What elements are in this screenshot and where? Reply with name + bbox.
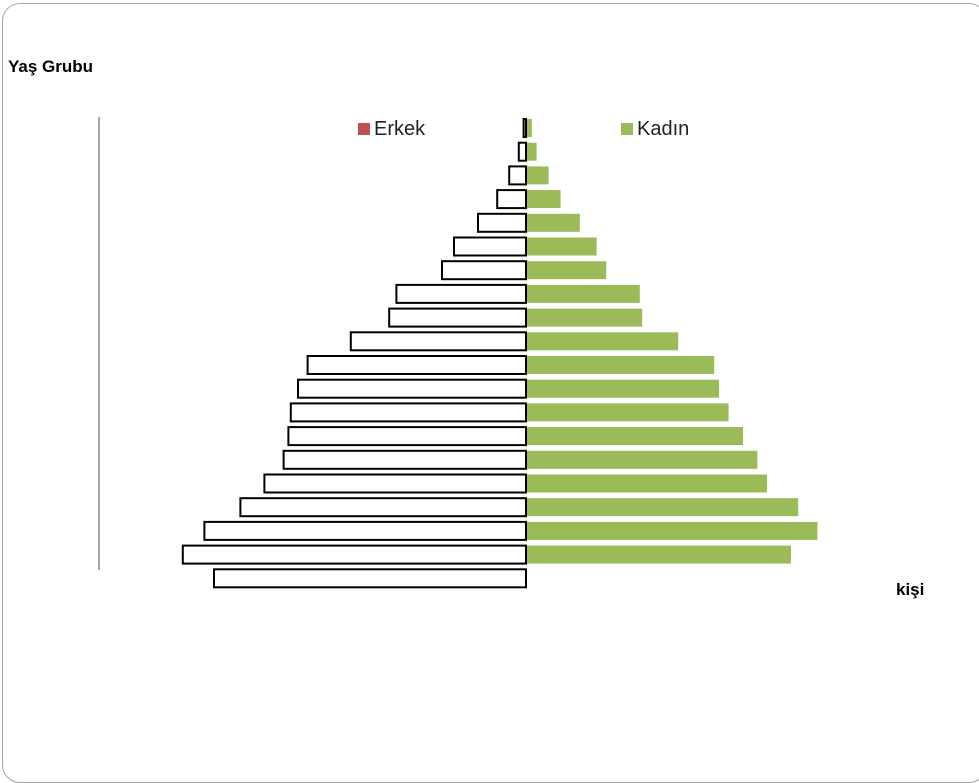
kadin-bar-18 [527,545,791,564]
erkek-bar-2 [508,165,528,186]
erkek-bar-12 [289,402,527,423]
erkek-bar-0 [522,118,527,138]
kadin-bar-12 [527,403,729,422]
kadin-bar-6 [527,261,607,280]
x-axis-title: kişi [896,580,925,599]
legend-item-erkek: Erkek [358,118,425,140]
kadin-bar-13 [527,427,743,446]
kadin-bar-7 [527,284,640,303]
erkek-bar-1 [517,141,527,162]
erkek-bar-11 [297,378,527,399]
kadin-bar-0 [527,119,532,137]
erkek-bar-3 [496,189,528,210]
kadin-bar-16 [527,498,799,517]
erkek-bar-10 [306,355,527,375]
kadin-bar-14 [527,450,758,469]
legend-swatch-kadin [621,123,633,135]
erkek-bar-7 [395,283,527,304]
kadin-bar-5 [527,237,597,256]
erkek-bar-18 [181,544,528,565]
erkek-bar-16 [239,497,527,518]
kadin-bar-17 [527,521,818,540]
kadin-bar-4 [527,213,580,232]
kadin-bar-8 [527,308,643,327]
legend-label-erkek: Erkek [374,118,426,140]
erkek-bar-15 [263,473,527,494]
legend-swatch-erkek [358,123,370,135]
kadin-bar-1 [527,142,537,161]
erkek-bar-4 [477,212,527,233]
kadin-bar-2 [527,166,549,185]
erkek-bar-5 [453,236,527,257]
kadin-bar-11 [527,379,719,398]
legend-item-kadin: Kadın [621,118,689,140]
erkek-bar-8 [388,307,528,328]
erkek-bar-19 [213,568,527,589]
kadin-bar-15 [527,474,767,493]
kadin-bar-3 [527,190,561,209]
kadin-bar-10 [527,356,715,374]
erkek-bar-17 [203,520,527,541]
kadin-bar-9 [527,332,679,351]
legend-label-kadin: Kadın [637,118,690,140]
erkek-bar-9 [349,331,527,352]
erkek-bar-6 [441,260,527,281]
y-axis-title: Yaş Grubu [8,57,94,76]
erkek-bar-13 [287,426,527,447]
erkek-bar-14 [282,449,527,470]
